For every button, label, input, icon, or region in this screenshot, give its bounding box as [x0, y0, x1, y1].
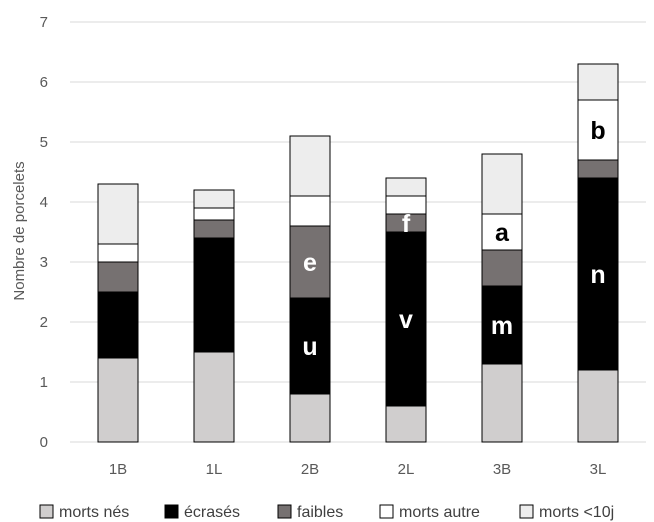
bar-annotations: e u f v a m b n: [302, 117, 605, 361]
legend-label-morts-nes: morts nés: [59, 504, 129, 521]
annotation-e: e: [303, 249, 317, 277]
annotation-a: a: [495, 219, 510, 247]
x-tick-label-1b: 1B: [109, 461, 127, 478]
bar-segment-3b-faibles: [481, 249, 523, 287]
bar-segment-2b-ecrases: [289, 297, 331, 395]
bar-segment-3b-morts-autre: [481, 213, 523, 251]
legend-label-ecrases: écrasés: [184, 504, 240, 521]
y-axis-title: Nombre de porcelets: [11, 161, 28, 300]
x-tick-labels: 1B 1L 2B 2L 3B 3L: [109, 461, 607, 478]
x-tick-label-2l: 2L: [398, 461, 415, 478]
bar-segment-2l-morts-10j: [385, 177, 427, 197]
legend-swatch-morts-10j: [519, 504, 534, 519]
y-tick-label: 0: [40, 434, 48, 451]
x-tick-label-1l: 1L: [206, 461, 223, 478]
annotation-m: m: [491, 312, 513, 340]
bar-segment-3l-morts-autre: [577, 99, 619, 161]
bar-segment-1b-faibles: [97, 261, 139, 293]
y-tick-labels: 0 1 2 3 4 5 6 7: [40, 14, 48, 451]
bar-segment-1b-morts-nes: [97, 357, 139, 443]
bar-segment-3b-morts-nes: [481, 363, 523, 443]
legend-label-morts-autre: morts autre: [399, 504, 480, 521]
annotation-v: v: [399, 306, 413, 334]
bar-segment-1b-morts-10j: [97, 183, 139, 245]
bar-segment-2b-faibles: [289, 225, 331, 299]
bar-segment-2l-ecrases: [385, 231, 427, 407]
x-tick-label-3b: 3B: [493, 461, 511, 478]
legend-label-faibles: faibles: [297, 504, 343, 521]
annotation-n: n: [590, 261, 605, 289]
legend: morts nés écrasés faibles morts autre morts …: [39, 504, 614, 521]
bar-segment-2b-morts-nes: [289, 393, 331, 443]
legend-swatch-morts-nes: [39, 504, 54, 519]
y-tick-label: 1: [40, 374, 48, 391]
legend-swatch-faibles: [277, 504, 292, 519]
bar-segment-3l-faibles: [577, 159, 619, 179]
bar-segment-1l-morts-10j: [193, 189, 235, 209]
annotation-b: b: [590, 117, 605, 145]
legend-swatch-morts-autre: [379, 504, 394, 519]
bar-segment-3b-ecrases: [481, 285, 523, 365]
gridlines: [70, 21, 646, 443]
y-tick-label: 3: [40, 254, 48, 271]
y-tick-label: 4: [40, 194, 48, 211]
bars: [97, 63, 619, 443]
bar-segment-3b-morts-10j: [481, 153, 523, 215]
legend-swatch-ecrases: [164, 504, 179, 519]
bar-segment-1b-morts-autre: [97, 243, 139, 263]
bar-segment-1l-faibles: [193, 219, 235, 239]
bar-segment-1l-ecrases: [193, 237, 235, 353]
annotation-u: u: [302, 333, 317, 361]
y-tick-label: 7: [40, 14, 48, 31]
bar-segment-3l-morts-nes: [577, 369, 619, 443]
y-tick-label: 2: [40, 314, 48, 331]
bar-segment-3l-morts-10j: [577, 63, 619, 101]
bar-segment-1l-morts-nes: [193, 351, 235, 443]
bar-segment-3l-ecrases: [577, 177, 619, 371]
bar-segment-2b-morts-10j: [289, 135, 331, 197]
bar-segment-2l-morts-nes: [385, 405, 427, 443]
x-tick-label-2b: 2B: [301, 461, 319, 478]
bar-segment-2b-morts-autre: [289, 195, 331, 227]
bar-segment-1l-morts-autre: [193, 207, 235, 221]
bar-segment-1b-ecrases: [97, 291, 139, 359]
legend-label-morts-10j: morts <10j: [539, 504, 614, 521]
y-tick-label: 5: [40, 134, 48, 151]
y-tick-label: 6: [40, 74, 48, 91]
x-tick-label-3l: 3L: [590, 461, 607, 478]
annotation-f: f: [402, 210, 411, 238]
